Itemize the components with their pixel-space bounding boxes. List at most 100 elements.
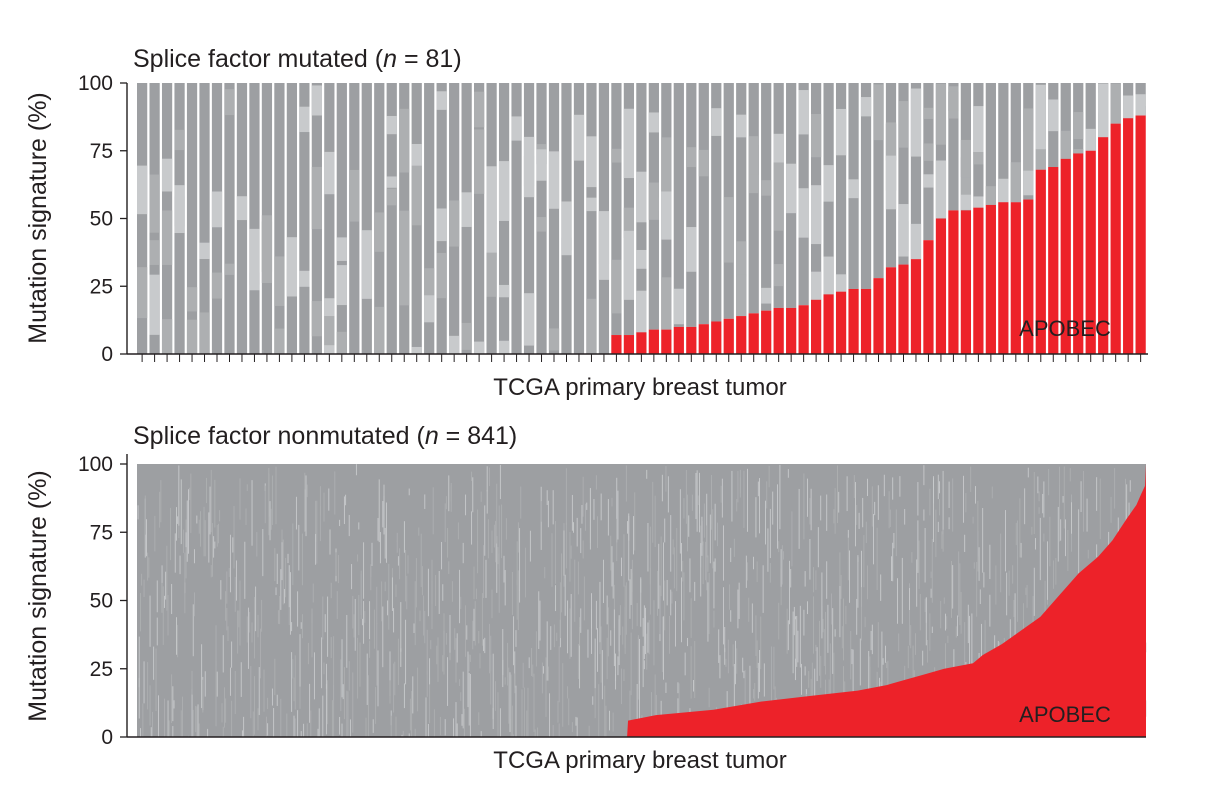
stripe-other-segment (281, 529, 283, 545)
bar-other-signatures (873, 83, 884, 279)
stripe-other-segment (321, 637, 323, 689)
stripe-other-segment (573, 522, 575, 533)
bar-other-segment (161, 210, 173, 265)
stripe-other-segment (465, 605, 467, 657)
stripe-other-segment (178, 465, 180, 526)
stripe-other-segment (396, 540, 398, 553)
stripe-other-segment (275, 587, 277, 596)
bar-apobec (798, 305, 809, 354)
stripe-other-segment (373, 609, 375, 649)
stripe-other-segment (757, 662, 759, 699)
stripe-other-segment (943, 597, 945, 604)
stripe-other-segment (852, 649, 854, 711)
stripe-other-segment (661, 474, 663, 502)
stripe-other-segment (247, 607, 249, 669)
stripe-other-segment (816, 647, 818, 682)
stripe-other-segment (623, 669, 625, 682)
bar-apobec (761, 310, 772, 354)
bar-other-segment (149, 174, 160, 233)
stripe-other-segment (760, 616, 762, 670)
stripe-other-segment (484, 505, 486, 556)
bar-apobec (1035, 169, 1046, 354)
stripe-other-segment (759, 649, 760, 692)
stripe-other-segment (873, 513, 874, 565)
bar-other-segment (498, 161, 510, 221)
bar-other-segment (424, 280, 435, 323)
stripe-other-segment (918, 540, 920, 589)
stripe-other-segment (753, 556, 754, 570)
stripe-other-segment (624, 607, 626, 654)
stripe-other-segment (639, 638, 641, 684)
stripe-other-segment (755, 497, 757, 538)
stripe-other-segment (792, 611, 794, 674)
stripe-other-segment (1043, 481, 1045, 518)
y-tick-label: 50 (90, 590, 113, 613)
stripe-other-segment (923, 509, 925, 521)
stripe-other-segment (498, 553, 500, 613)
bar-apobec (898, 264, 909, 354)
bar-other-signatures (948, 83, 959, 211)
stripe-other-segment (276, 553, 278, 585)
bar-other-signatures (137, 83, 148, 354)
stripe-other-segment (407, 555, 409, 574)
stripe-other-segment (580, 528, 582, 554)
stripe-other-segment (510, 674, 512, 732)
panel2-title: Splice factor nonmutated (n = 841) (133, 422, 517, 450)
stripe-other-segment (972, 516, 974, 524)
stripe-other-segment (1005, 510, 1006, 572)
stripe-other-segment (964, 534, 966, 552)
stripe-other-segment (322, 596, 324, 640)
stripe-other-segment (403, 521, 405, 553)
stripe-other-segment (786, 608, 788, 654)
stripe-other-segment (843, 666, 844, 712)
bar-other-segment (486, 252, 497, 297)
stripe-other-segment (811, 662, 813, 709)
stripe-other-segment (738, 582, 740, 619)
stripe-other-segment (292, 523, 294, 586)
stripe-other-segment (606, 637, 608, 680)
stripe-other-segment (472, 620, 474, 650)
stripe-other-segment (591, 609, 593, 654)
stripe-other-segment (615, 673, 617, 690)
bar-other-segment (748, 145, 759, 175)
stripe-other-segment (912, 645, 914, 704)
stripe-other-segment (514, 673, 516, 694)
stripe-other-segment (801, 663, 802, 695)
stripe-other-segment (672, 539, 674, 555)
stripe-other-segment (904, 509, 906, 525)
bar-other-segment (1135, 94, 1146, 116)
bar-other-segment (661, 191, 672, 240)
stripe-other-segment (173, 700, 175, 709)
stripe-other-segment (797, 630, 799, 663)
stripe-other-segment (864, 616, 866, 628)
stripe-other-segment (1096, 477, 1098, 511)
bar-other-segment (336, 331, 347, 354)
stripe-other-segment (601, 650, 603, 700)
stripe-other-segment (511, 572, 513, 615)
stripe-other-segment (291, 622, 293, 632)
stripe-other-segment (185, 519, 187, 579)
stripe-other-segment (789, 560, 790, 625)
stripe-other-segment (330, 582, 332, 599)
bar-other-segment (1110, 83, 1121, 124)
bar-other-segment (923, 143, 934, 161)
stripe-other-segment (971, 613, 973, 673)
stripe-other-segment (468, 673, 470, 726)
bar-other-segment (474, 129, 485, 194)
stripe-other-segment (426, 670, 428, 697)
stripe-other-segment (898, 633, 900, 652)
stripe-other-segment (563, 530, 565, 576)
stripe-other-segment (600, 493, 602, 521)
bar-apobec (1098, 137, 1109, 354)
stripe-other-segment (899, 476, 901, 497)
stripe-other-segment (730, 610, 732, 622)
stripe-other-segment (275, 466, 277, 525)
stripe-other-segment (382, 501, 384, 528)
bar-apobec (748, 313, 759, 354)
stripe-other-segment (209, 486, 211, 535)
stripe-other-segment (525, 547, 527, 598)
stripe-other-segment (316, 500, 318, 564)
stripe-other-segment (646, 633, 648, 670)
stripe-other-segment (377, 518, 379, 541)
bar-apobec (648, 329, 659, 354)
